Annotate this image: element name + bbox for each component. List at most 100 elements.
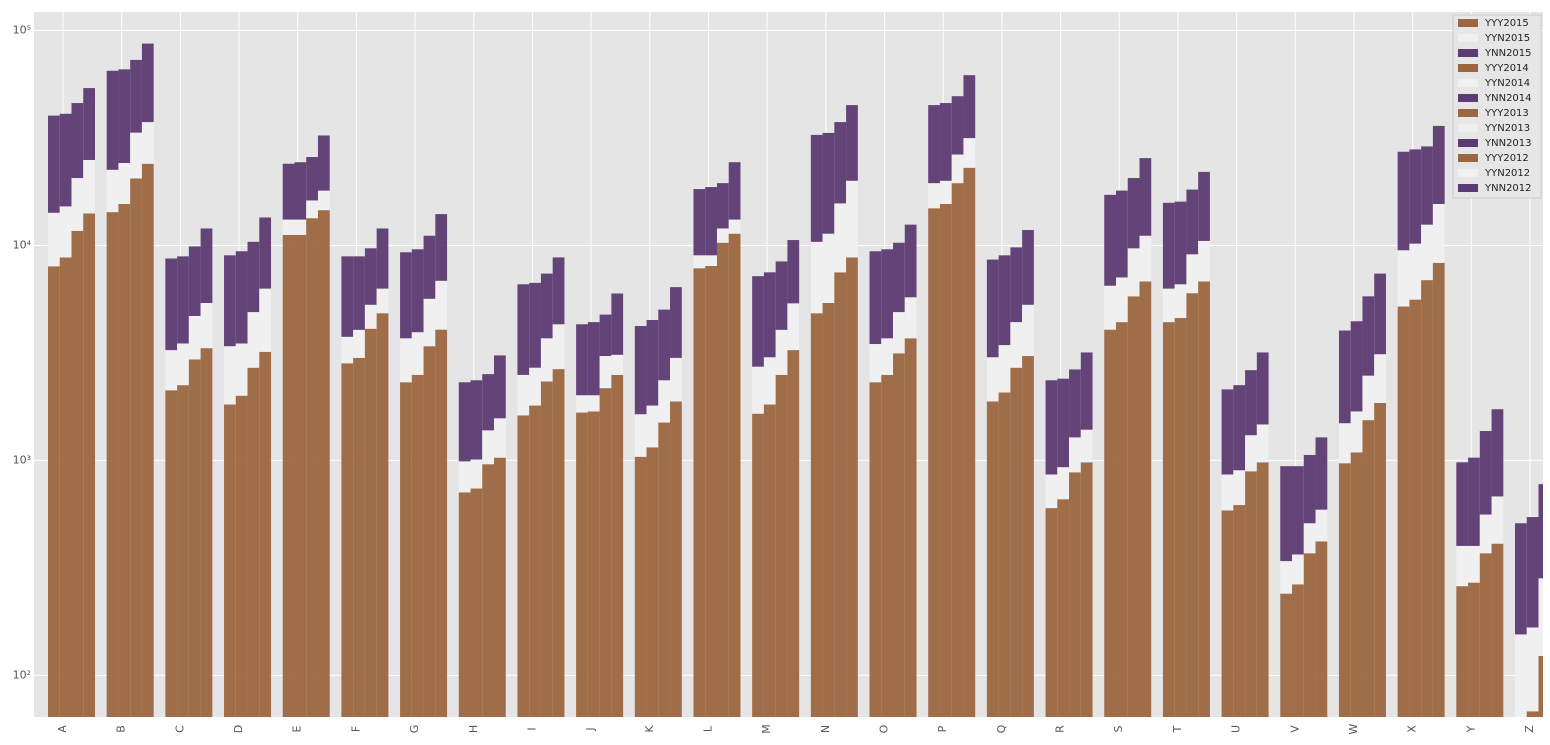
bar-segment xyxy=(846,105,858,181)
x-tick-label: Y xyxy=(1464,725,1477,733)
bar-segment xyxy=(435,281,447,330)
bar-segment xyxy=(341,337,353,364)
bar-segment xyxy=(834,272,846,722)
bar-segment xyxy=(130,178,142,722)
bar-segment xyxy=(1198,241,1210,282)
bar-segment xyxy=(1362,296,1374,375)
bar-segment xyxy=(870,382,882,722)
bar-segment xyxy=(729,162,741,219)
bar-segment xyxy=(1186,190,1198,255)
bar-segment xyxy=(107,212,119,722)
bar-segment xyxy=(999,393,1011,722)
bar-segment xyxy=(870,251,882,344)
x-tick-label: L xyxy=(701,725,714,732)
bar-segment xyxy=(142,122,154,164)
bar-segment xyxy=(963,75,975,138)
bar-segment xyxy=(471,489,483,722)
bar-segment xyxy=(647,406,659,448)
bar-segment xyxy=(905,338,917,722)
bar-segment xyxy=(658,310,670,381)
bar-segment xyxy=(283,220,295,235)
bar-segment xyxy=(670,287,682,358)
bar-segment xyxy=(881,249,893,338)
bar-segment xyxy=(1304,523,1316,553)
bar-segment xyxy=(377,228,389,288)
bar-segment xyxy=(248,368,260,722)
bar-segment xyxy=(811,135,823,242)
bar-segment xyxy=(1398,250,1410,306)
x-tick-label: O xyxy=(878,724,891,733)
bar-segment xyxy=(1139,158,1151,236)
bar-segment xyxy=(1351,321,1363,411)
bar-segment xyxy=(224,346,236,404)
bar-segment xyxy=(424,236,436,299)
bar-segment xyxy=(353,358,365,722)
bar-segment xyxy=(1409,244,1421,300)
bar-segment xyxy=(471,459,483,488)
bar-segment xyxy=(400,338,412,382)
bar-segment xyxy=(1116,322,1128,722)
bar-segment xyxy=(424,299,436,346)
legend-label: YYY2015 xyxy=(1484,18,1529,29)
bar-segment xyxy=(870,344,882,382)
bar-segment xyxy=(142,44,154,123)
bar-segment xyxy=(294,235,306,722)
bar-segment xyxy=(494,458,506,722)
bar-segment xyxy=(259,217,271,288)
bar-segment xyxy=(717,183,729,228)
bar-segment xyxy=(1116,277,1128,322)
x-tick-label: Q xyxy=(995,724,1008,733)
bar-segment xyxy=(118,69,130,163)
bar-segment xyxy=(705,266,717,722)
bar-segment xyxy=(201,228,213,303)
bar-segment xyxy=(952,183,964,722)
bar-segment xyxy=(72,231,84,722)
legend-label: YYN2014 xyxy=(1484,78,1530,89)
bar-segment xyxy=(1198,172,1210,241)
bar-segment xyxy=(1421,280,1433,722)
bar-segment xyxy=(306,157,318,200)
bar-segment xyxy=(1233,385,1245,470)
bar-segment xyxy=(177,343,189,385)
bar-segment xyxy=(1515,523,1527,634)
bar-segment xyxy=(1222,510,1234,722)
bar-segment xyxy=(1339,463,1351,722)
bar-segment xyxy=(1539,656,1550,722)
legend-swatch xyxy=(1458,109,1478,117)
bar-segment xyxy=(1139,236,1151,282)
bar-segment xyxy=(1374,354,1386,403)
bar-segment xyxy=(729,234,741,722)
bar-segment xyxy=(635,457,647,722)
bar-segment xyxy=(787,240,799,303)
bar-segment xyxy=(165,258,177,350)
x-tick-label: H xyxy=(467,725,480,733)
x-tick-label: C xyxy=(173,725,186,733)
bar-segment xyxy=(834,122,846,203)
bar-segment xyxy=(1233,505,1245,722)
bar-segment xyxy=(1539,484,1550,578)
bar-segment xyxy=(1292,466,1304,554)
bar-segment xyxy=(588,411,600,722)
bar-segment xyxy=(600,388,612,722)
bar-segment xyxy=(1198,281,1210,722)
bar-segment xyxy=(1539,578,1550,656)
bar-segment xyxy=(928,208,940,722)
bar-segment xyxy=(928,105,940,183)
bar-segment xyxy=(494,418,506,457)
bar-segment xyxy=(1163,289,1175,323)
bar-segment xyxy=(1351,411,1363,452)
bar-segment xyxy=(1104,286,1116,330)
bar-segment xyxy=(72,103,84,178)
bar-segment xyxy=(459,382,471,461)
bar-segment xyxy=(834,203,846,272)
bar-segment xyxy=(1527,517,1539,627)
bar-segment xyxy=(435,214,447,281)
bar-segment xyxy=(189,359,201,722)
bar-segment xyxy=(1022,230,1034,305)
y-tick-label: 10² xyxy=(13,668,31,681)
bar-segment xyxy=(928,183,940,208)
bar-segment xyxy=(482,430,494,464)
bar-segment xyxy=(541,274,553,339)
bar-segment xyxy=(1456,586,1468,722)
